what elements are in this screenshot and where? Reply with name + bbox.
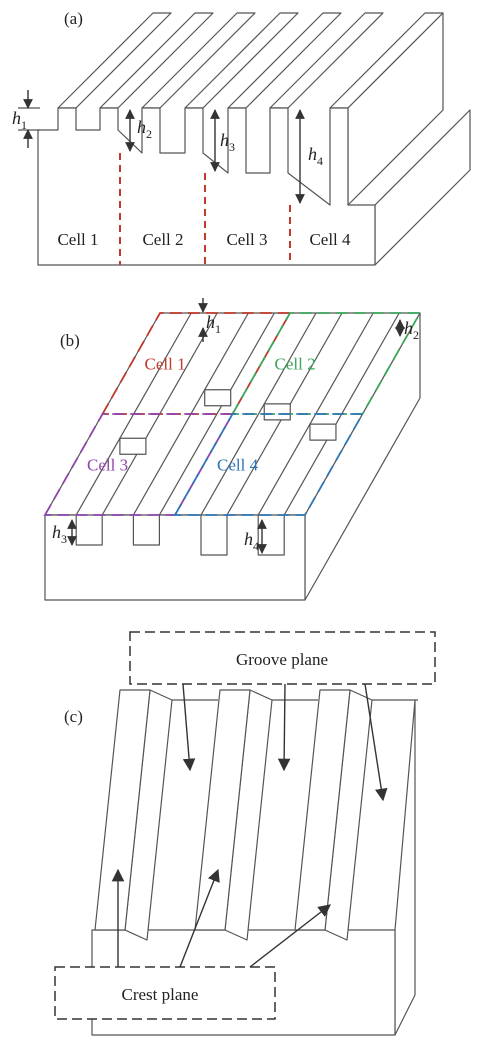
height-label: h4	[308, 144, 323, 168]
cell-label: Cell 4	[309, 230, 351, 249]
groove-label: Groove plane	[236, 650, 328, 669]
height-sub: 3	[61, 532, 67, 546]
height-sub: 3	[229, 140, 235, 154]
cell-label: Cell 1	[57, 230, 98, 249]
height-var: h	[206, 312, 215, 332]
height-sub: 2	[413, 328, 419, 342]
cell-label: Cell 2	[142, 230, 183, 249]
cell-label: Cell 1	[145, 355, 186, 374]
cell-label: Cell 3	[226, 230, 267, 249]
height-sub: 1	[21, 118, 27, 132]
cell-label: Cell 4	[217, 456, 259, 475]
height-var: h	[220, 130, 229, 150]
height-sub: 1	[215, 322, 221, 336]
height-var: h	[137, 117, 146, 137]
cell-label: Cell 3	[87, 456, 128, 475]
panel-c: Groove plane Crest plane (c)	[55, 632, 435, 1035]
height-var: h	[404, 318, 413, 338]
height-var: h	[244, 529, 253, 549]
height-sub: 4	[317, 154, 323, 168]
height-var: h	[12, 108, 21, 128]
panel-label: (a)	[64, 9, 83, 28]
groove-arrow	[183, 684, 190, 770]
step	[264, 404, 290, 420]
base-side	[395, 700, 415, 1035]
height-var: h	[308, 144, 317, 164]
figure: (a)Cell 1Cell 2Cell 3Cell 4h1h2h3h4 Cell…	[0, 0, 481, 1049]
groove-arrow	[284, 684, 285, 770]
front-face	[45, 515, 305, 600]
panel-label: (c)	[64, 707, 83, 726]
height-sub: 2	[146, 127, 152, 141]
panel-label: (b)	[60, 331, 80, 350]
crest-label: Crest plane	[122, 985, 199, 1004]
height-label: h1	[12, 108, 27, 132]
step	[310, 424, 336, 440]
step	[120, 438, 146, 454]
cell-label: Cell 2	[275, 355, 316, 374]
height-sub: 4	[253, 539, 259, 553]
height-var: h	[52, 522, 61, 542]
step	[205, 390, 231, 406]
page: (a)Cell 1Cell 2Cell 3Cell 4h1h2h3h4 Cell…	[0, 0, 481, 1049]
